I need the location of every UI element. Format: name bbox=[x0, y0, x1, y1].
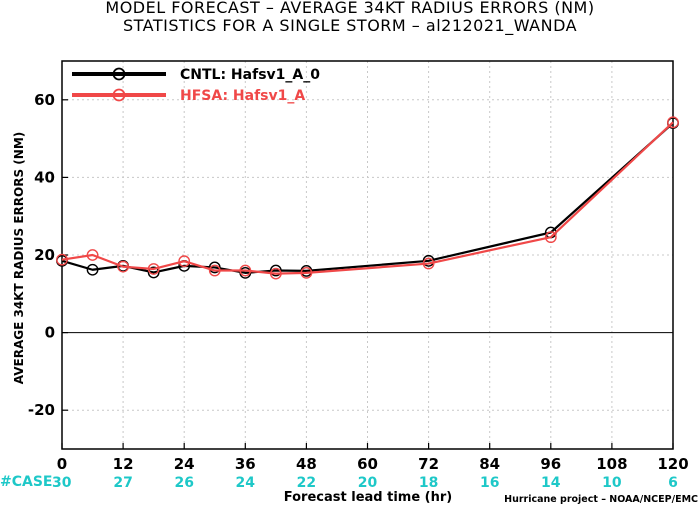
data-point-hfsa bbox=[56, 253, 68, 266]
case-count-value: 14 bbox=[541, 475, 561, 491]
series-lines bbox=[56, 116, 679, 280]
case-count-value: 6 bbox=[668, 475, 678, 491]
x-tick-label: 36 bbox=[235, 455, 256, 473]
y-tick-label: 60 bbox=[34, 91, 55, 109]
case-count-value: 26 bbox=[174, 475, 193, 491]
chart-title-line-2: STATISTICS FOR A SINGLE STORM – al212021… bbox=[122, 16, 578, 35]
legend-marker-cntl bbox=[112, 67, 126, 81]
case-count-value: 27 bbox=[113, 475, 132, 491]
y-tick-label: 20 bbox=[34, 246, 55, 264]
data-point-hfsa bbox=[178, 255, 191, 268]
x-tick-label: 96 bbox=[540, 455, 561, 473]
data-point-hfsa bbox=[667, 116, 679, 129]
data-point-hfsa bbox=[269, 267, 282, 280]
x-tick-label: 0 bbox=[57, 455, 67, 473]
credit-text: Hurricane project – NOAA/NCEP/EMC bbox=[504, 494, 698, 505]
data-point-hfsa bbox=[208, 264, 221, 277]
data-point-cntl bbox=[208, 261, 221, 274]
y-tick-label: 0 bbox=[45, 324, 55, 342]
case-count-value: 16 bbox=[480, 475, 499, 491]
case-count-value: 18 bbox=[419, 475, 438, 491]
x-tick-label: 24 bbox=[174, 455, 195, 473]
data-point-hfsa bbox=[117, 260, 130, 273]
x-tick-label: 72 bbox=[418, 455, 439, 473]
case-count-value: 20 bbox=[358, 475, 378, 491]
x-tick-label: 60 bbox=[357, 455, 378, 473]
case-count-label: #CASE bbox=[0, 474, 53, 490]
legend-label-cntl: CNTL: Hafsv1_A_0 bbox=[180, 67, 320, 83]
x-tick-label: 84 bbox=[479, 455, 500, 473]
case-count-value: 30 bbox=[52, 475, 72, 491]
x-tick-label: 120 bbox=[657, 455, 688, 473]
y-axis-label: AVERAGE 34KT RADIUS ERRORS (NM) bbox=[12, 132, 26, 384]
chart-title-line-1: MODEL FORECAST – AVERAGE 34KT RADIUS ERR… bbox=[105, 0, 595, 17]
y-tick-label: 40 bbox=[34, 168, 55, 186]
data-point-cntl bbox=[147, 266, 160, 279]
data-point-cntl bbox=[86, 263, 99, 276]
case-count-value: 10 bbox=[602, 475, 622, 491]
data-point-hfsa bbox=[239, 264, 252, 277]
grid-lines bbox=[62, 61, 673, 449]
case-count-value: 22 bbox=[297, 475, 316, 491]
case-count-value: 24 bbox=[236, 475, 256, 491]
x-axis-label: Forecast lead time (hr) bbox=[284, 490, 452, 505]
data-point-cntl bbox=[269, 264, 282, 277]
legend-marker-hfsa bbox=[112, 88, 126, 102]
data-point-hfsa bbox=[300, 266, 313, 279]
legend: CNTL: Hafsv1_A_0 HFSA: Hafsv1_A bbox=[72, 67, 320, 104]
y-tick-label: -20 bbox=[28, 401, 55, 419]
case-count-row: 30 27 26 24 22 20 18 16 14 10 6 bbox=[52, 475, 678, 491]
data-point-hfsa bbox=[86, 249, 99, 261]
data-point-hfsa bbox=[422, 257, 435, 270]
data-point-hfsa bbox=[147, 263, 160, 275]
data-point-hfsa bbox=[544, 231, 557, 244]
x-axis-ticks: 0 12 24 36 48 60 72 84 96 108 120 bbox=[57, 443, 689, 473]
legend-label-hfsa: HFSA: Hafsv1_A bbox=[180, 88, 305, 104]
x-tick-label: 108 bbox=[596, 455, 627, 473]
x-tick-label: 48 bbox=[296, 455, 317, 473]
x-tick-label: 12 bbox=[113, 455, 134, 473]
